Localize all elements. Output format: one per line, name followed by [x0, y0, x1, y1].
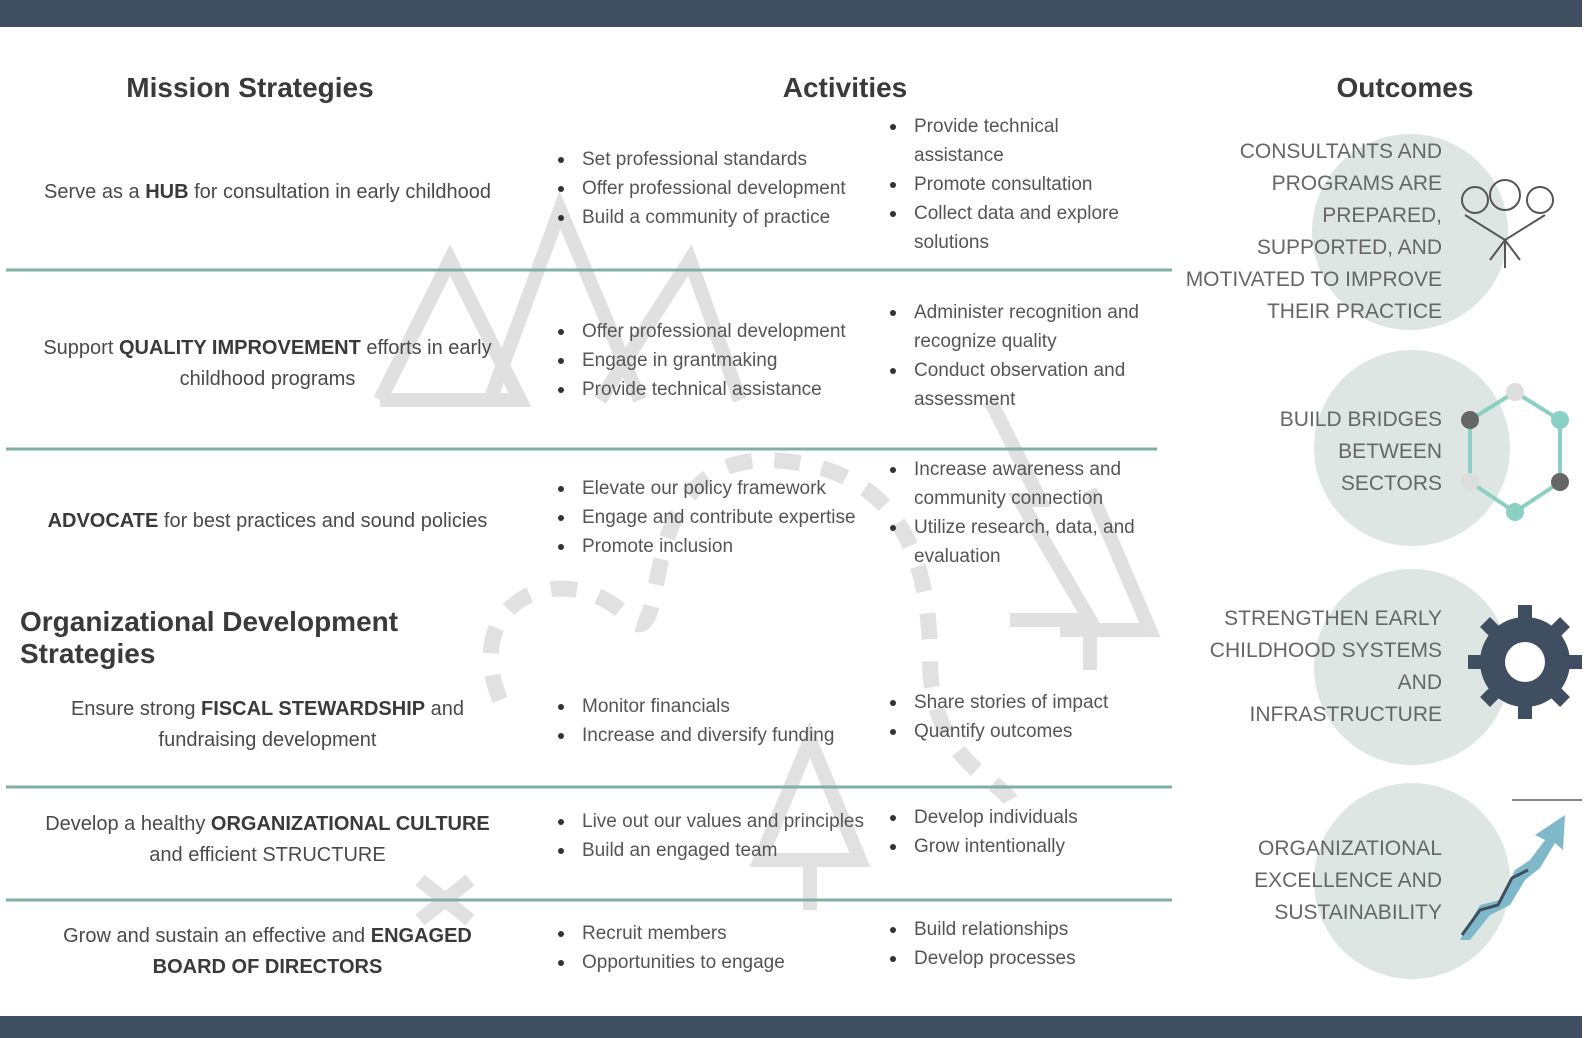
- activity-item: Monitor financials: [556, 692, 876, 721]
- activity-item: Build relationships: [888, 915, 1153, 944]
- strategy-segment: Serve as a: [44, 180, 146, 203]
- activity-item: Provide technical assistance: [556, 375, 876, 404]
- activity-list: Live out our values and principles Build …: [556, 791, 876, 881]
- activity-item: Collect data and explore solutions: [888, 199, 1153, 257]
- activity-item: Share stories of impact: [888, 688, 1153, 717]
- strategy-line: Support QUALITY IMPROVEMENT efforts in e…: [30, 333, 505, 395]
- strategy-text: Support QUALITY IMPROVEMENT efforts in e…: [30, 319, 505, 409]
- activity-item: Engage and contribute expertise: [556, 503, 876, 532]
- strategy-segment: and efficient STRUCTURE: [149, 844, 386, 866]
- strategy-line: Grow and sustain an effective and ENGAGE…: [30, 921, 505, 983]
- strategy-line: ADVOCATE for best practices and sound po…: [48, 506, 488, 537]
- strategy-text: Grow and sustain an effective and ENGAGE…: [30, 907, 505, 997]
- activity-item: Develop processes: [888, 944, 1153, 973]
- strategy-segment: for best practices and sound policies: [158, 509, 488, 532]
- activity-list: Set professional standards Offer professi…: [556, 133, 876, 243]
- activity-list: Administer recognition and recognize qua…: [888, 291, 1153, 421]
- strategy-line: Serve as a HUB for consultation in early…: [44, 177, 491, 208]
- activity-item: Utilize research, data, and evaluation: [888, 513, 1153, 571]
- activity-item: Increase and diversify funding: [556, 721, 876, 750]
- mission-header: Mission Strategies: [126, 72, 374, 103]
- od-header: Organizational Development Strategies: [20, 606, 399, 669]
- activity-list: Elevate our policy framework Engage and c…: [556, 452, 876, 582]
- strategy-segment: HUB: [145, 180, 189, 203]
- activity-list: Build relationships Develop processes: [888, 899, 1153, 989]
- activity-item: Offer professional development: [556, 174, 876, 203]
- activities-header: Activities: [782, 72, 908, 103]
- activity-item: Promote inclusion: [556, 532, 876, 561]
- strategy-text: Develop a healthy ORGANIZATIONAL CULTURE…: [30, 795, 505, 885]
- activity-list: Provide technical assistance Promote cons…: [888, 116, 1153, 253]
- strategy-text: Serve as a HUB for consultation in early…: [30, 147, 505, 237]
- strategy-segment: for consultation in early childhood: [188, 180, 491, 203]
- activity-item: Opportunities to engage: [556, 948, 876, 977]
- strategy-segment: ENGAGED BOARD OF DIRECTORS: [152, 925, 472, 978]
- activity-item: Promote consultation: [888, 170, 1153, 199]
- strategy-segment: Ensure strong: [70, 698, 202, 720]
- activity-item: Live out our values and principles: [556, 807, 876, 836]
- strategy-text: Ensure strong FISCAL STEWARDSHIP and fun…: [30, 680, 505, 770]
- strategy-text: ADVOCATE for best practices and sound po…: [30, 476, 505, 566]
- activity-item: Elevate our policy framework: [556, 474, 876, 503]
- strategy-line: Ensure strong FISCAL STEWARDSHIP and fun…: [30, 694, 505, 756]
- outcome-text: STRENGTHEN EARLY CHILDHOOD SYSTEMS AND I…: [1209, 607, 1442, 726]
- activity-list: Share stories of impact Quantify outcomes: [888, 672, 1153, 762]
- strategy-segment: and fundraising development: [158, 698, 465, 751]
- strategy-segment: ADVOCATE: [47, 509, 159, 532]
- activity-item: Quantify outcomes: [888, 717, 1153, 746]
- activity-item: Build an engaged team: [556, 836, 876, 865]
- activity-item: Grow intentionally: [888, 832, 1153, 861]
- strategy-segment: FISCAL STEWARDSHIP: [201, 698, 426, 720]
- strategy-segment: Support: [43, 337, 119, 359]
- outcome-text: CONSULTANTS AND PROGRAMS ARE PREPARED, S…: [1185, 140, 1442, 323]
- activity-item: Recruit members: [556, 919, 876, 948]
- outcome-text: ORGANIZATIONAL EXCELLENCE AND SUSTAINABI…: [1254, 837, 1442, 924]
- activity-list: Offer professional development Engage in …: [556, 295, 876, 425]
- strategy-segment: ORGANIZATIONAL CULTURE: [210, 813, 490, 835]
- activity-item: Develop individuals: [888, 803, 1153, 832]
- outcome-text: BUILD BRIDGES BETWEEN SECTORS: [1279, 408, 1442, 495]
- strategy-segment: Grow and sustain an effective and: [63, 925, 371, 947]
- activity-item: Conduct observation and assessment: [888, 356, 1153, 414]
- activity-item: Offer professional development: [556, 317, 876, 346]
- strategy-segment: QUALITY IMPROVEMENT: [118, 337, 361, 359]
- strategy-segment: Develop a healthy: [45, 813, 211, 835]
- activity-item: Engage in grantmaking: [556, 346, 876, 375]
- strategy-segment: efforts in early childhood programs: [179, 337, 492, 390]
- outcomes-header: Outcomes: [1336, 72, 1474, 103]
- activity-list: Recruit members Opportunities to engage: [556, 903, 876, 993]
- activity-item: Build a community of practice: [556, 203, 876, 232]
- activity-list: Develop individuals Grow intentionally: [888, 787, 1153, 877]
- activity-item: Set professional standards: [556, 145, 876, 174]
- activity-item: Administer recognition and recognize qua…: [888, 298, 1153, 356]
- activity-item: Provide technical assistance: [888, 112, 1153, 170]
- activity-list: Increase awareness and community connect…: [888, 448, 1153, 578]
- activity-item: Increase awareness and community connect…: [888, 455, 1153, 513]
- activity-list: Monitor financials Increase and diversify…: [556, 676, 876, 766]
- strategy-line: Develop a healthy ORGANIZATIONAL CULTURE…: [30, 809, 505, 871]
